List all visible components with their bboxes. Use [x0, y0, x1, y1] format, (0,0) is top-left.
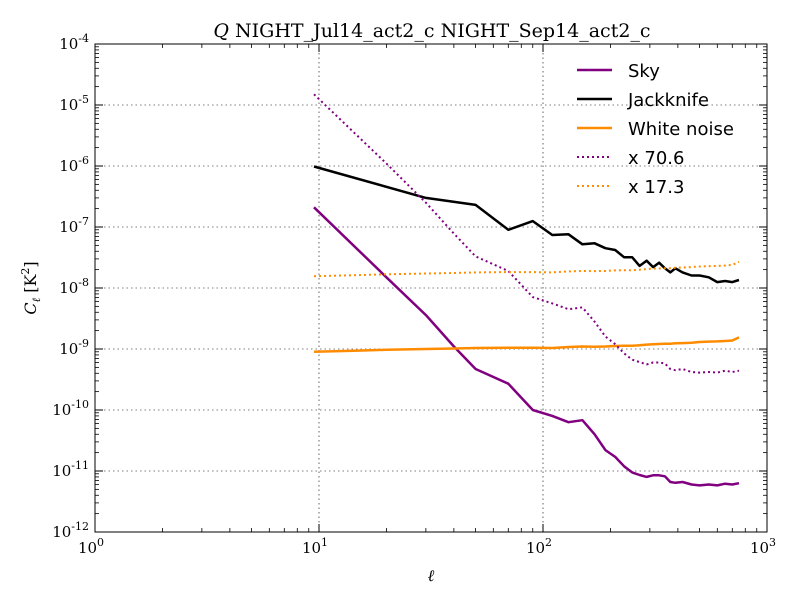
y-label-unit-close: ] [21, 261, 40, 267]
y-tick-label: 10-12 [52, 520, 89, 541]
legend: Sky Jackknife White noise x 70.6 x 17.3 [577, 61, 734, 198]
series-line-x-17-3 [313, 260, 740, 278]
x-tick-label-base: 10 [78, 539, 97, 557]
y-tick-label-exponent: -5 [78, 93, 89, 106]
y-label-symbol: C [21, 302, 40, 314]
x-tick-label-exponent: 3 [769, 536, 776, 549]
x-tick-labels: 100 101 102 103 [78, 536, 776, 557]
y-tick-label-base: 10 [59, 218, 78, 236]
plot-area [94, 43, 768, 533]
legend-label-jackknife: Jackknife [627, 90, 709, 111]
series-line-sky [313, 206, 740, 487]
chart-title-variable: Q [213, 20, 229, 42]
x-tick-label-base: 10 [526, 539, 545, 557]
y-tick-label-exponent: -12 [71, 520, 89, 533]
y-axis-label: Cℓ [K2] [19, 261, 43, 314]
y-tick-label-base: 10 [59, 157, 78, 175]
x-tick-label-base: 10 [750, 539, 769, 557]
legend-label-x-17-3: x 17.3 [628, 177, 684, 198]
x-tick-label-exponent: 1 [321, 536, 328, 549]
y-tick-label-exponent: -8 [78, 276, 89, 289]
y-tick-label-base: 10 [59, 35, 78, 53]
x-tick-label: 102 [526, 536, 552, 557]
x-tick-label: 101 [302, 536, 328, 557]
y-tick-label: 10-10 [52, 398, 89, 419]
y-tick-label: 10-11 [52, 459, 89, 480]
y-tick-label-exponent: -9 [78, 337, 89, 350]
y-tick-label-exponent: -6 [78, 154, 89, 167]
x-tick-label-exponent: 2 [545, 536, 552, 549]
series-line-white-noise [313, 336, 740, 354]
y-tick-label: 10-4 [59, 32, 89, 53]
x-tick-label: 100 [78, 536, 104, 557]
data-series [313, 93, 740, 487]
y-tick-label: 10-7 [59, 215, 89, 236]
y-tick-label-base: 10 [52, 523, 71, 541]
y-tick-label: 10-8 [59, 276, 89, 297]
y-tick-label: 10-9 [59, 337, 89, 358]
grid-lines [95, 44, 767, 532]
y-tick-label-exponent: -7 [78, 215, 89, 228]
legend-label-sky: Sky [628, 61, 660, 82]
x-axis-label: ℓ [428, 566, 435, 585]
x-tick-label-base: 10 [302, 539, 321, 557]
y-tick-label-base: 10 [59, 279, 78, 297]
x-tick-label: 103 [750, 536, 776, 557]
plot-background [95, 44, 767, 532]
y-tick-label-exponent: -11 [71, 459, 89, 472]
y-tick-label-exponent: -10 [71, 398, 89, 411]
y-tick-label-base: 10 [59, 340, 78, 358]
y-label-subscript: ℓ [30, 297, 43, 302]
chart-title: Q NIGHT_Jul14_act2_c NIGHT_Sep14_act2_c [213, 20, 650, 42]
y-tick-label-exponent: -4 [78, 32, 89, 45]
legend-label-white-noise: White noise [628, 119, 734, 140]
y-label-unit: [K [21, 274, 40, 293]
chart-title-text: NIGHT_Jul14_act2_c NIGHT_Sep14_act2_c [229, 20, 651, 42]
y-tick-label-base: 10 [52, 462, 71, 480]
y-tick-label-base: 10 [52, 401, 71, 419]
x-tick-label-exponent: 0 [97, 536, 104, 549]
y-tick-label: 10-6 [59, 154, 89, 175]
y-tick-label: 10-5 [59, 93, 89, 114]
y-tick-label-base: 10 [59, 96, 78, 114]
axis-ticks [94, 43, 768, 533]
y-label-unit-superscript: 2 [19, 268, 32, 275]
series-line-jackknife [313, 165, 740, 284]
legend-label-x-70-6: x 70.6 [628, 148, 684, 169]
